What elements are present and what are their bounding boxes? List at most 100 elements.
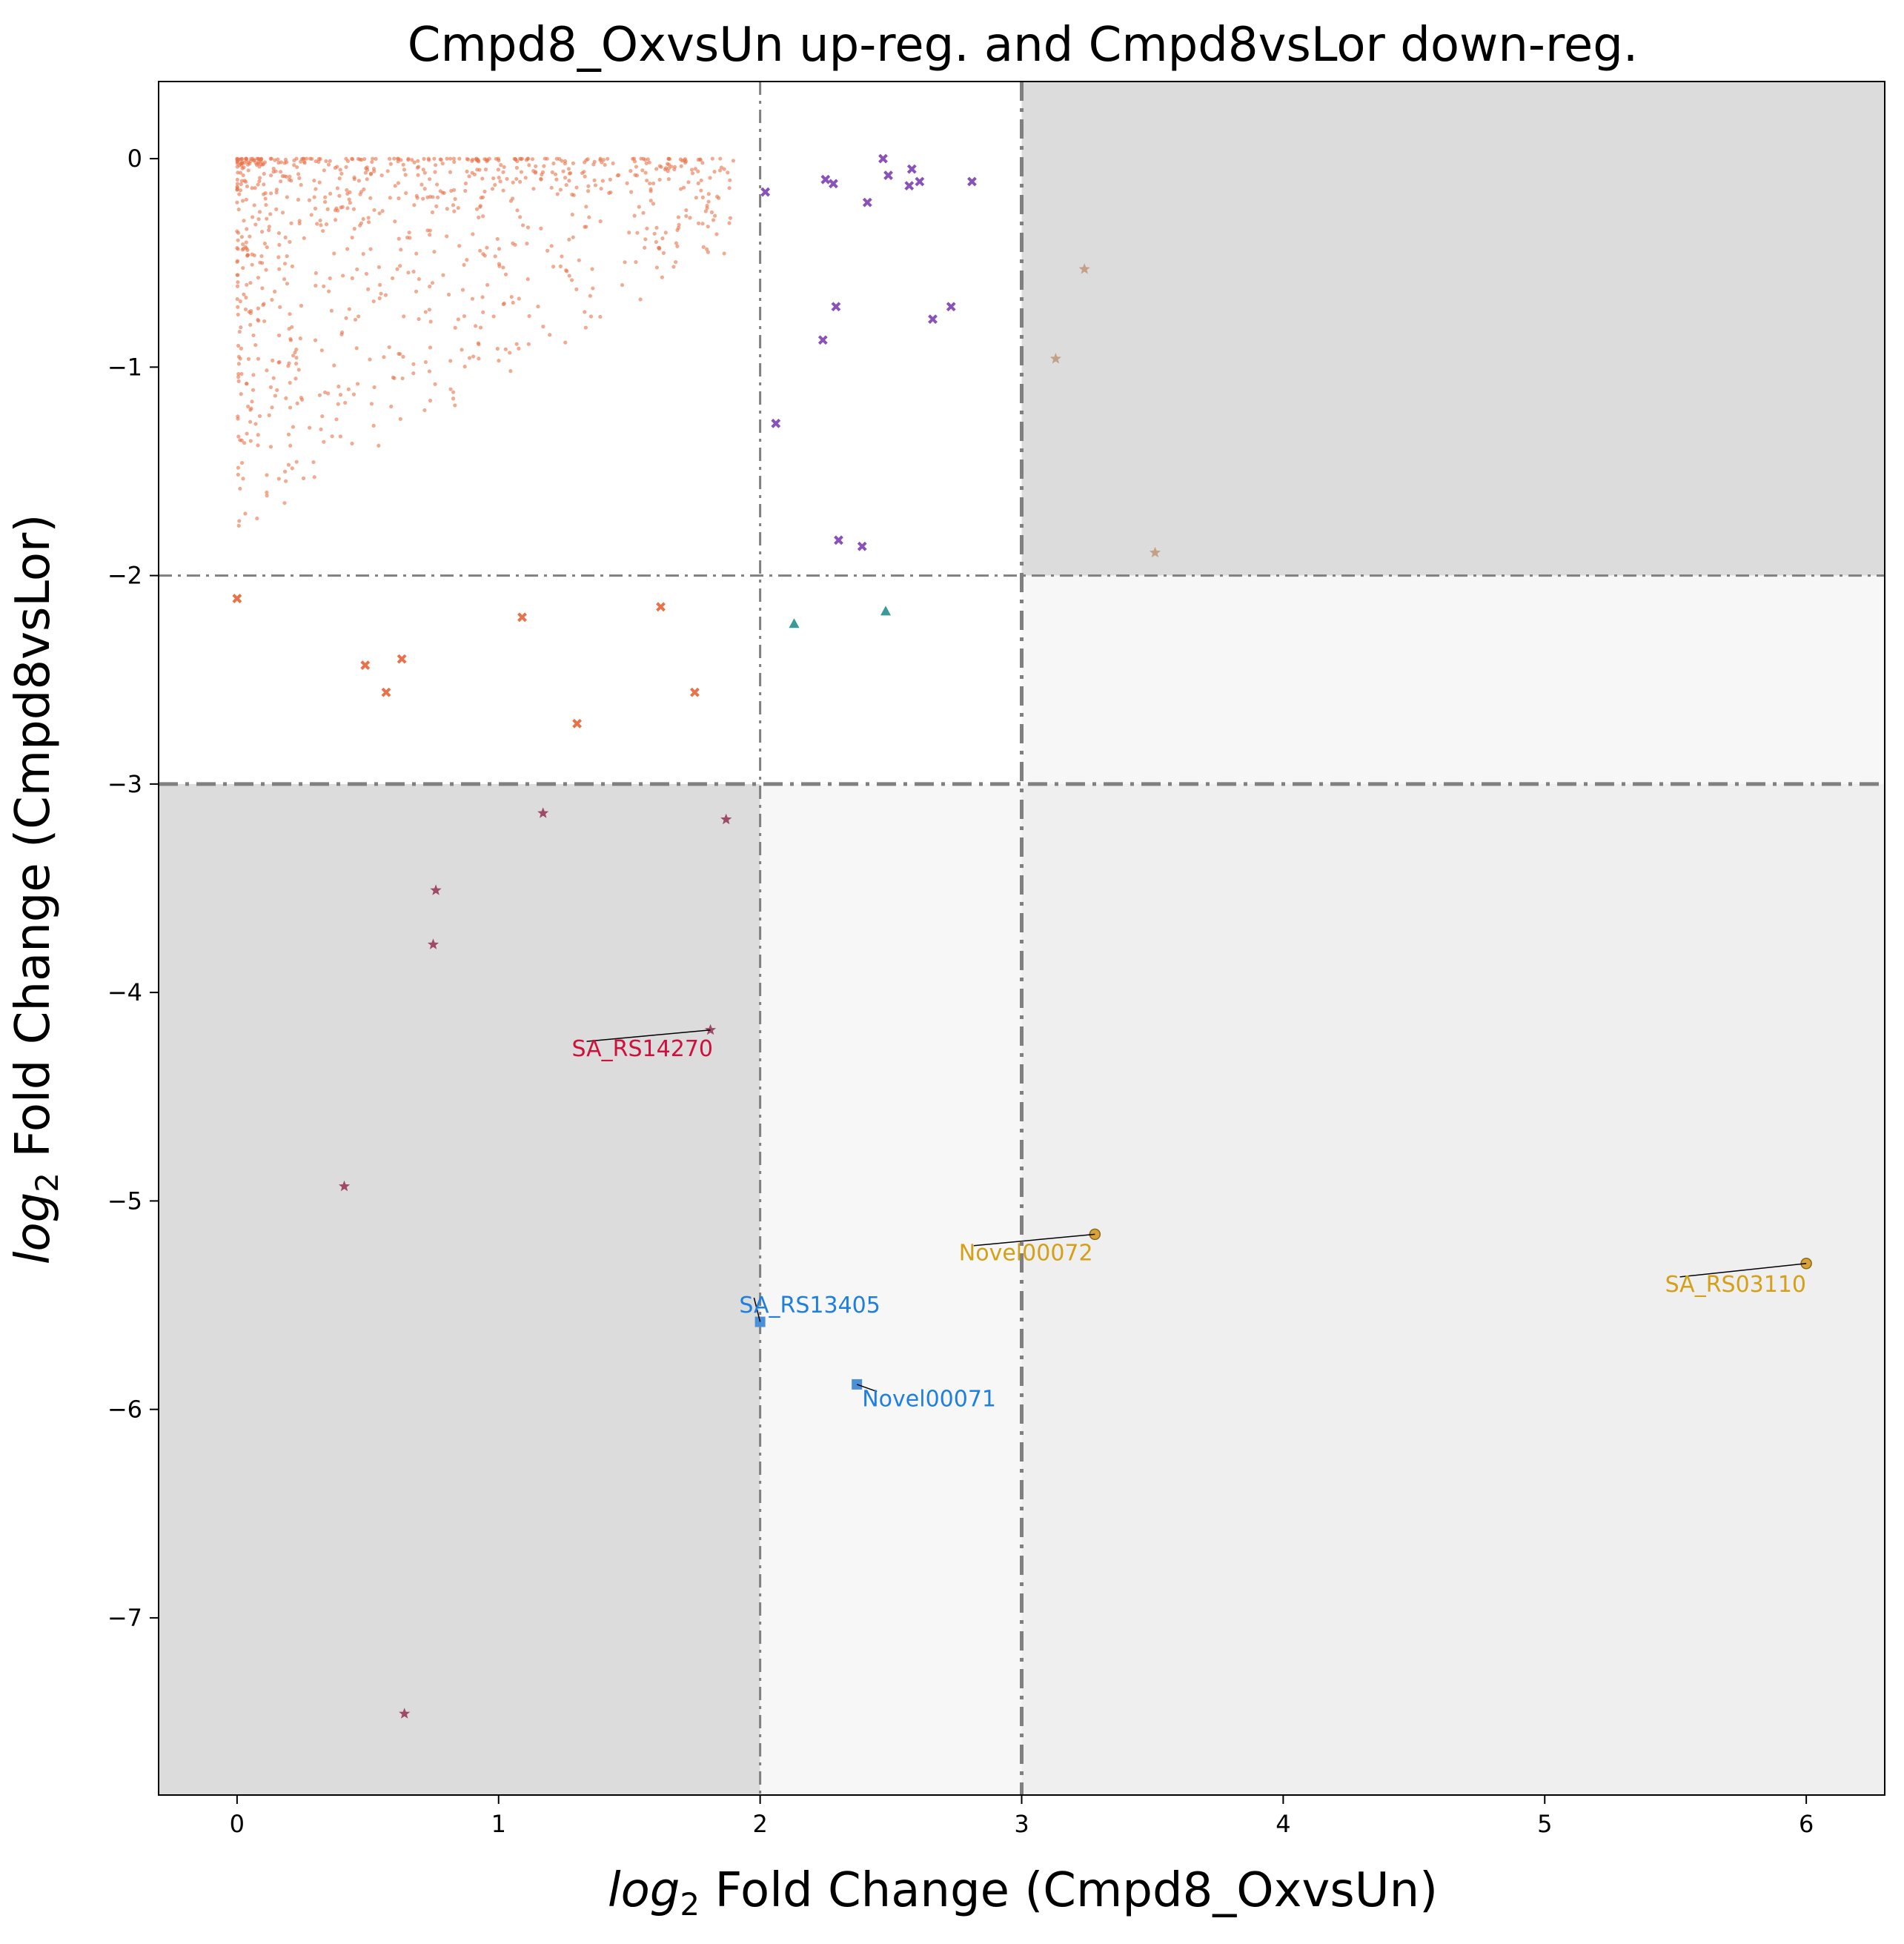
background-point	[251, 373, 256, 377]
background-point	[419, 182, 424, 187]
background-point	[379, 291, 383, 296]
background-point	[267, 413, 271, 417]
background-point	[588, 293, 592, 298]
background-point	[635, 230, 640, 235]
background-point	[651, 202, 656, 206]
point-x	[946, 302, 956, 312]
background-point	[674, 241, 679, 245]
shaded-region-3	[760, 783, 1022, 1795]
background-point	[312, 179, 316, 183]
background-point	[663, 230, 668, 235]
background-point	[713, 213, 717, 218]
background-point	[236, 312, 240, 317]
background-point	[719, 165, 724, 170]
background-point	[654, 167, 659, 171]
background-point	[253, 342, 258, 348]
background-point	[453, 325, 457, 330]
background-point	[304, 156, 309, 161]
background-point	[248, 234, 252, 239]
background-point	[338, 167, 342, 172]
background-point	[395, 267, 399, 271]
background-point	[645, 178, 649, 183]
background-point	[598, 219, 603, 224]
background-point	[399, 248, 403, 252]
background-point	[592, 178, 597, 182]
annotation-leader	[973, 1233, 1095, 1247]
background-point	[631, 156, 637, 161]
background-point	[377, 265, 382, 270]
background-point	[352, 227, 356, 231]
background-point	[726, 170, 730, 175]
x-axis-ticks: 0 1 2 3 4 5 6	[230, 1795, 1814, 1838]
point-x-stroke	[857, 541, 867, 551]
background-point	[474, 324, 478, 328]
shaded-region-1	[159, 783, 760, 1795]
background-point	[634, 173, 640, 178]
background-point	[374, 156, 378, 161]
background-point	[672, 165, 677, 169]
background-point	[470, 170, 474, 175]
background-point	[700, 161, 705, 165]
background-point	[371, 156, 375, 161]
background-point	[273, 158, 277, 162]
background-point	[246, 404, 251, 409]
background-point	[422, 187, 427, 191]
background-point	[291, 354, 296, 358]
background-point	[288, 443, 293, 448]
background-point	[235, 259, 239, 265]
x-axis-label-subscript: 2	[680, 1886, 700, 1923]
background-point	[503, 347, 508, 351]
background-point	[474, 158, 480, 162]
background-point	[237, 519, 242, 523]
background-point	[255, 516, 259, 521]
background-point	[446, 292, 451, 297]
background-point	[627, 230, 631, 235]
background-point	[248, 281, 253, 285]
background-point	[512, 156, 517, 161]
background-point	[416, 173, 420, 177]
background-point	[417, 165, 421, 169]
background-point	[591, 162, 596, 167]
point-x	[381, 687, 391, 697]
background-point	[256, 319, 261, 323]
background-point	[406, 158, 411, 162]
background-point	[248, 439, 253, 443]
background-point	[696, 169, 700, 173]
background-point	[574, 287, 579, 291]
background-point	[715, 194, 720, 199]
background-point	[674, 259, 678, 265]
background-point	[372, 208, 377, 213]
background-point	[344, 165, 348, 170]
background-point	[434, 204, 439, 208]
background-point	[370, 159, 374, 165]
background-point	[312, 475, 316, 480]
background-point	[324, 159, 328, 164]
background-point	[236, 230, 241, 235]
background-point	[404, 190, 408, 196]
background-point	[548, 333, 552, 337]
background-point	[525, 156, 530, 161]
background-point	[543, 156, 547, 161]
background-point	[498, 179, 502, 184]
background-point	[425, 195, 430, 199]
background-point	[456, 317, 461, 322]
point-x-stroke	[834, 535, 843, 545]
background-point	[428, 284, 432, 289]
background-point	[371, 423, 376, 428]
background-point	[345, 206, 350, 210]
background-point	[460, 288, 465, 292]
background-point	[343, 400, 348, 405]
background-point	[643, 237, 648, 242]
background-point	[448, 156, 453, 161]
background-point	[568, 171, 573, 176]
background-point	[269, 156, 273, 161]
background-point	[514, 165, 520, 170]
background-point	[598, 314, 603, 319]
background-point	[711, 218, 716, 222]
background-point	[637, 205, 641, 209]
background-point	[288, 239, 292, 245]
background-point	[435, 182, 439, 187]
background-point	[496, 167, 500, 172]
background-point	[273, 394, 278, 398]
point-x	[878, 153, 888, 164]
